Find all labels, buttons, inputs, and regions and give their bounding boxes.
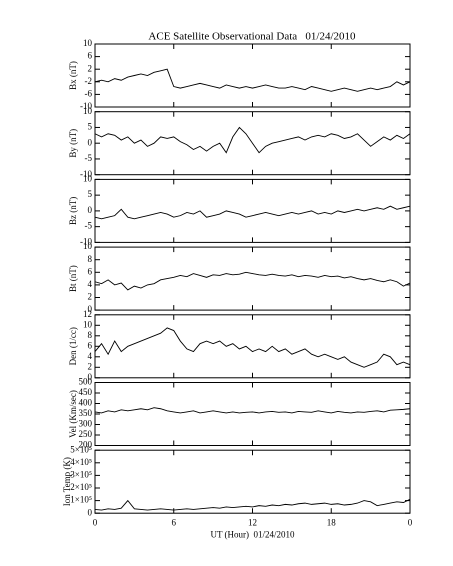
y-tick-label: 8 <box>88 254 93 264</box>
y-tick-label: 250 <box>79 429 93 439</box>
y-tick-label: 10 <box>83 38 93 48</box>
y-tick-label: -10 <box>80 236 92 246</box>
y-tick-label: 0 <box>88 205 93 215</box>
y-tick-label: 8 <box>88 330 93 340</box>
y-tick-label: -5 <box>85 221 93 231</box>
y-tick-label: 2 <box>88 292 93 302</box>
y-axis-label: Bz (nT) <box>68 197 78 225</box>
y-axis-label: Bt (nT) <box>68 265 78 292</box>
y-tick-label: -10 <box>80 169 92 179</box>
y-axis-label: Ion Temp (K) <box>62 457 72 506</box>
y-tick-label: 10 <box>83 241 93 251</box>
y-tick-label: -2 <box>85 76 93 86</box>
data-line <box>94 407 411 414</box>
chart-title: ACE Satellite Observational Data 01/24/2… <box>148 31 356 43</box>
data-line <box>94 68 411 92</box>
y-tick-label: 6 <box>88 266 93 276</box>
y-tick-label: 2 <box>88 361 93 371</box>
y-tick-label: 5×10⁵ <box>70 444 92 454</box>
y-tick-label: 0 <box>88 304 93 314</box>
y-tick-label: 300 <box>79 419 93 429</box>
y-tick-label: 6 <box>88 340 93 350</box>
y-tick-label: -10 <box>80 101 92 111</box>
y-tick-label: 10 <box>83 319 93 329</box>
y-tick-label: 200 <box>79 440 93 450</box>
y-tick-label: 500 <box>79 377 93 387</box>
data-line <box>94 498 411 511</box>
y-tick-label: 350 <box>79 408 93 418</box>
y-tick-label: 3×10⁵ <box>70 469 92 479</box>
y-tick-label: 2×10⁵ <box>70 482 92 492</box>
y-tick-label: 4 <box>88 279 93 289</box>
y-tick-label: 0 <box>88 507 93 517</box>
y-axis-label: Den (1/cc) <box>68 327 78 365</box>
y-tick-label: 10 <box>83 173 93 183</box>
y-tick-label: 2 <box>88 63 93 73</box>
x-tick-label: 0 <box>408 517 413 527</box>
x-axis-label: UT (Hour) 01/24/2010 <box>210 529 295 539</box>
data-line <box>94 205 411 220</box>
y-axis-label: Bx (nT) <box>68 61 78 90</box>
y-tick-label: 400 <box>79 398 93 408</box>
y-tick-label: -6 <box>85 88 93 98</box>
y-tick-label: 0 <box>88 137 93 147</box>
y-tick-label: 450 <box>79 387 93 397</box>
y-tick-label: 12 <box>83 309 92 319</box>
data-line <box>94 271 411 291</box>
x-tick-label: 18 <box>327 517 337 527</box>
y-tick-label: 5 <box>88 122 93 132</box>
y-tick-label: 1×10⁵ <box>70 495 92 505</box>
y-axis-label: By (nT) <box>68 129 78 158</box>
x-tick-label: 12 <box>248 517 257 527</box>
data-line <box>94 327 411 368</box>
y-tick-label: 4 <box>88 351 93 361</box>
y-tick-label: 6 <box>88 51 93 61</box>
data-line <box>94 126 411 154</box>
x-tick-label: 0 <box>93 517 98 527</box>
y-tick-label: 5 <box>88 189 93 199</box>
x-tick-label: 6 <box>172 517 177 527</box>
y-tick-label: 0 <box>88 372 93 382</box>
y-tick-label: 10 <box>83 106 93 116</box>
y-axis-label: Vel (Km/sec) <box>68 390 78 438</box>
y-tick-label: 4×10⁵ <box>70 457 92 467</box>
y-tick-label: -5 <box>85 153 93 163</box>
